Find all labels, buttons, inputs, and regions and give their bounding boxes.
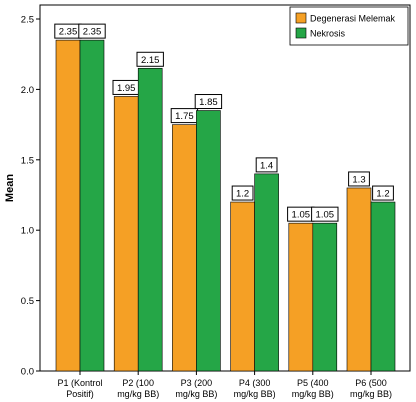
data-label: 1.05 bbox=[316, 210, 335, 221]
data-label: 2.35 bbox=[59, 27, 78, 38]
data-label: 1.75 bbox=[175, 111, 194, 122]
y-tick-label: 0.5 bbox=[21, 296, 34, 307]
data-label: 1.05 bbox=[292, 210, 311, 221]
data-label-box bbox=[78, 23, 106, 39]
legend-swatch bbox=[295, 12, 307, 24]
data-label: 2.15 bbox=[141, 55, 160, 66]
data-label: 1.4 bbox=[260, 160, 273, 171]
bar-degenerasi bbox=[288, 222, 314, 372]
bar-nekrosis bbox=[137, 67, 163, 372]
y-tick-label: 1.5 bbox=[21, 155, 34, 166]
data-label: 1.3 bbox=[352, 174, 365, 185]
data-label: 2.35 bbox=[83, 27, 102, 38]
x-category-label: P6 (500 mg/kg BB) bbox=[350, 378, 392, 399]
bar-nekrosis bbox=[254, 173, 279, 372]
y-tick-label: 1.0 bbox=[21, 226, 34, 237]
data-label-box bbox=[194, 94, 223, 110]
y-tick-label: 2.5 bbox=[21, 15, 34, 26]
bar-nekrosis bbox=[79, 39, 105, 372]
y-tick-label: 0.0 bbox=[21, 367, 34, 378]
bar-degenerasi bbox=[55, 39, 81, 372]
legend-label: Nekrosis bbox=[310, 29, 346, 39]
bar-nekrosis bbox=[370, 201, 396, 372]
data-label: 1.85 bbox=[199, 97, 218, 108]
data-label-box bbox=[255, 157, 278, 173]
bar-degenerasi bbox=[113, 96, 139, 372]
x-category-label: P1 (Kontrol Positif) bbox=[57, 378, 102, 399]
data-label-box bbox=[136, 51, 164, 67]
bar-nekrosis bbox=[312, 222, 338, 372]
y-axis-title: Mean bbox=[4, 174, 16, 202]
bar-degenerasi bbox=[230, 201, 255, 372]
legend-box bbox=[289, 6, 409, 46]
data-label: 1.2 bbox=[376, 189, 389, 200]
data-label-box bbox=[231, 185, 254, 201]
x-category-label: P4 (300 mg/kg BB) bbox=[234, 378, 276, 399]
x-category-label: P5 (400 mg/kg BB) bbox=[292, 378, 334, 399]
legend-swatch bbox=[295, 27, 307, 39]
y-tick-label: 2.0 bbox=[21, 85, 34, 96]
bar-degenerasi bbox=[346, 187, 372, 372]
data-label-box bbox=[372, 185, 394, 201]
data-label: 1.95 bbox=[117, 83, 136, 94]
x-category-label: P3 (200 mg/kg BB) bbox=[175, 378, 217, 399]
bar-nekrosis bbox=[196, 110, 221, 372]
bar-degenerasi bbox=[172, 124, 197, 372]
data-label-box bbox=[311, 206, 339, 222]
x-category-label: P2 (100 mg/kg BB) bbox=[117, 378, 159, 399]
data-label: 1.2 bbox=[236, 189, 249, 200]
data-label-box bbox=[348, 171, 370, 187]
legend-label: Degenerasi Melemak bbox=[310, 14, 396, 24]
